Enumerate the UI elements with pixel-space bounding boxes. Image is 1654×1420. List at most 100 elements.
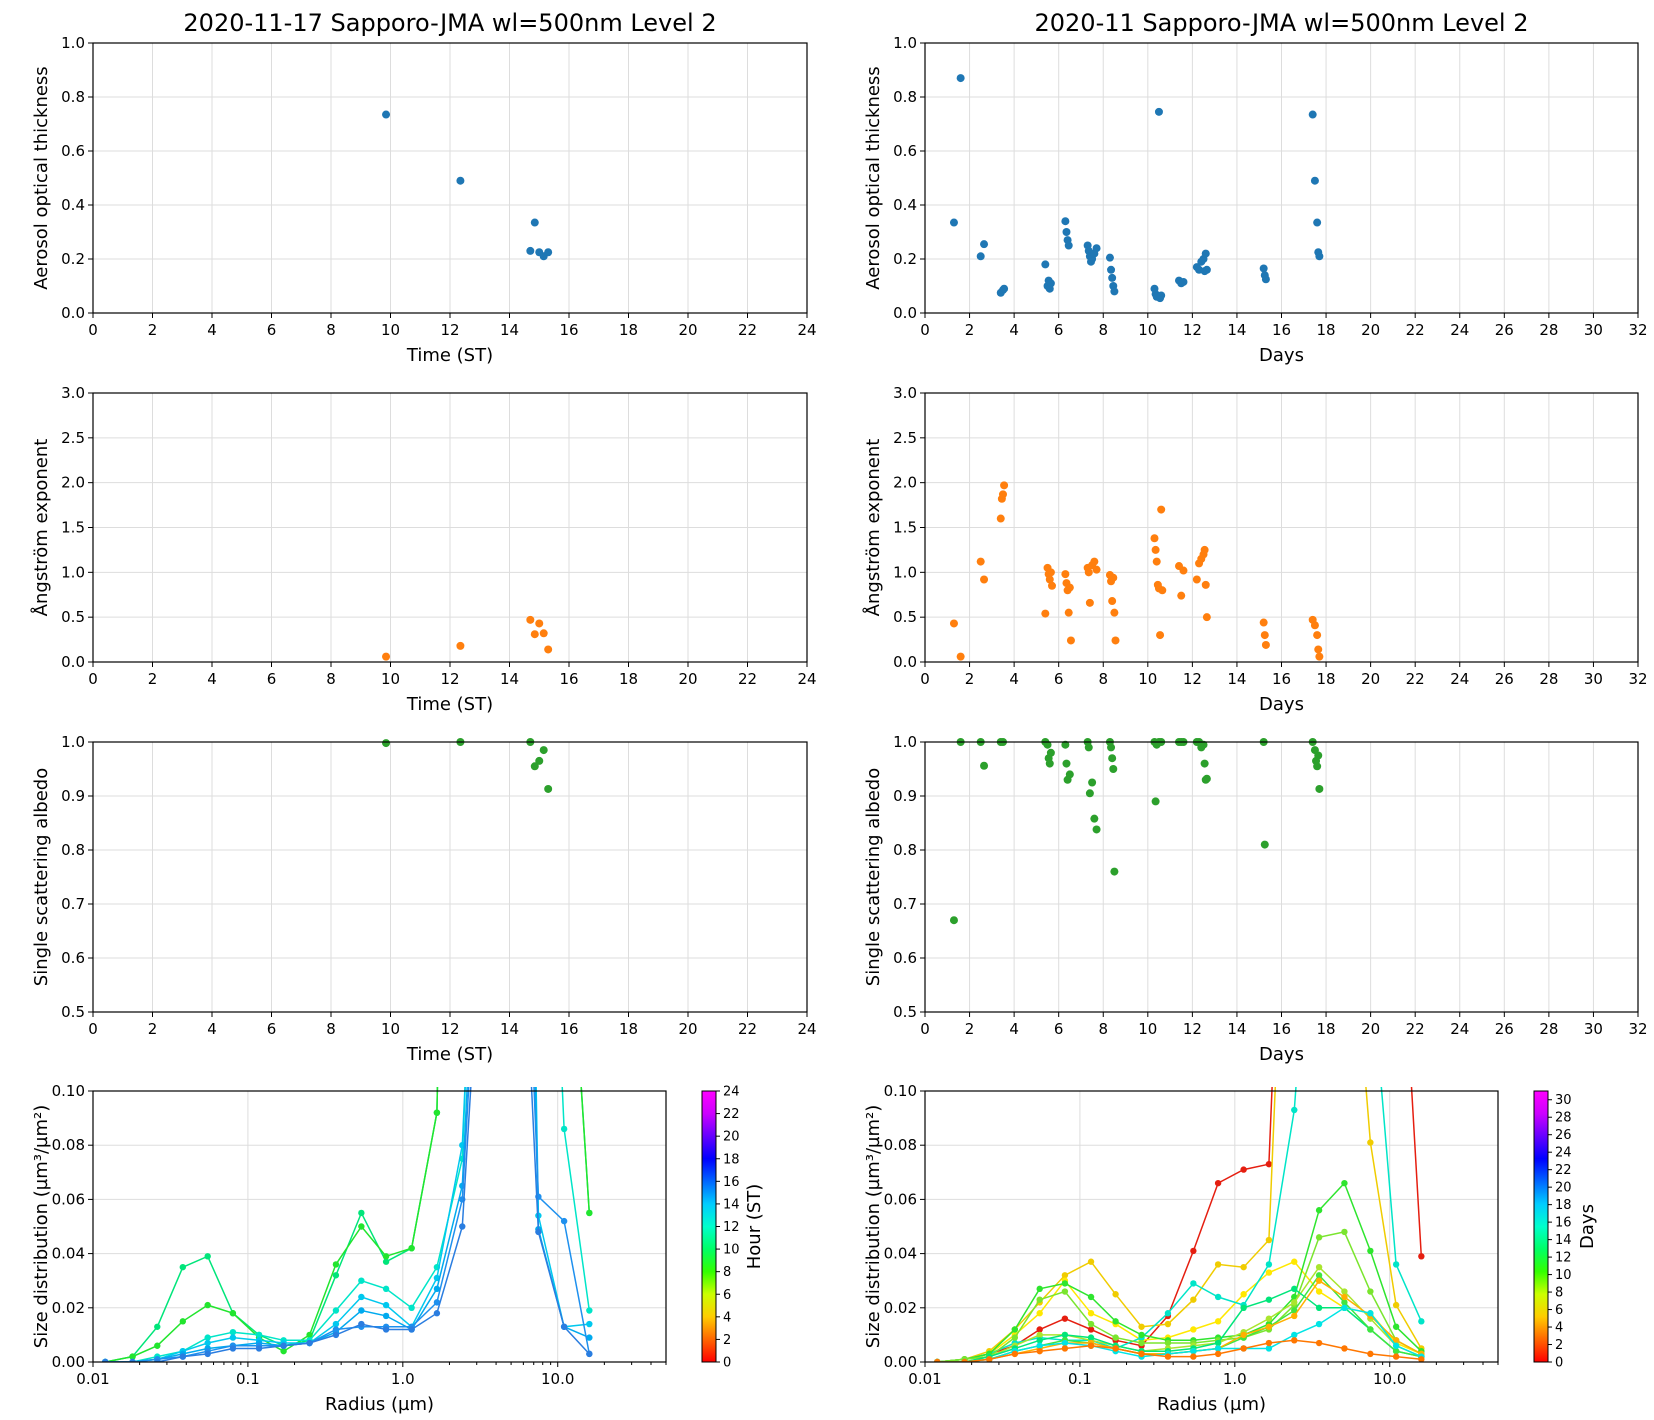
data-point bbox=[1214, 1261, 1222, 1268]
data-point bbox=[102, 1358, 109, 1362]
data-point bbox=[1260, 840, 1269, 849]
x-tick-label: 10 bbox=[381, 321, 400, 339]
colorbar-tick-label: 0 bbox=[1555, 1356, 1563, 1371]
colorbar-tick-label: 6 bbox=[1555, 1303, 1563, 1318]
y-tick-label: 0.04 bbox=[52, 1245, 85, 1263]
x-tick-label: 24 bbox=[797, 670, 816, 688]
data-point bbox=[154, 1358, 161, 1362]
data-point bbox=[586, 1350, 593, 1358]
data-point bbox=[1192, 575, 1201, 584]
x-axis-label: Days bbox=[1259, 1044, 1304, 1065]
data-point bbox=[535, 546, 541, 552]
data-point bbox=[956, 652, 965, 661]
x-tick-label: 0 bbox=[920, 321, 930, 339]
data-point bbox=[1265, 1160, 1273, 1168]
data-point bbox=[1111, 636, 1120, 645]
data-point bbox=[358, 1293, 365, 1301]
x-axis-label: Time (ST) bbox=[406, 694, 493, 715]
data-point bbox=[1109, 765, 1118, 773]
data-point bbox=[229, 1345, 237, 1352]
data-layer bbox=[382, 738, 553, 793]
data-point bbox=[332, 1307, 340, 1314]
data-point bbox=[179, 1263, 187, 1271]
colorbar-tick-label: 30 bbox=[1555, 1093, 1572, 1108]
x-tick-label: 16 bbox=[559, 321, 578, 339]
data-point bbox=[358, 1277, 365, 1284]
y-tick-label: 0.6 bbox=[893, 949, 917, 967]
data-point bbox=[1214, 1293, 1222, 1301]
data-point bbox=[1313, 631, 1322, 640]
data-point bbox=[1314, 751, 1323, 760]
y-tick-label: 1.0 bbox=[893, 733, 917, 751]
y-tick-label: 2.5 bbox=[61, 429, 85, 447]
x-tick-label: 12 bbox=[440, 321, 459, 339]
data-point bbox=[1158, 586, 1167, 595]
data-point bbox=[1315, 1277, 1323, 1284]
y-tick-label: 0.8 bbox=[893, 88, 917, 106]
data-point bbox=[1214, 1350, 1222, 1358]
data-point bbox=[1418, 1356, 1425, 1362]
data-point bbox=[1157, 291, 1166, 300]
data-point bbox=[998, 490, 1007, 499]
data-point bbox=[1392, 1337, 1400, 1344]
x-tick-label: 10 bbox=[1138, 1020, 1157, 1038]
x-tick-label: 8 bbox=[1098, 321, 1108, 339]
x-axis-label: Radius (µm) bbox=[1157, 1394, 1266, 1415]
data-point bbox=[1087, 1320, 1095, 1328]
y-tick-label: 1.0 bbox=[893, 34, 917, 52]
x-tick-label: 8 bbox=[1098, 670, 1108, 688]
x-tick-label: 24 bbox=[1450, 321, 1469, 339]
data-point bbox=[934, 1358, 941, 1362]
colorbar-tick-label: 24 bbox=[1555, 1146, 1572, 1161]
x-axis-label: Radius (µm) bbox=[325, 1394, 434, 1415]
y-tick-label: 0.5 bbox=[61, 608, 85, 626]
x-axis-label: Days bbox=[1259, 694, 1304, 715]
data-point bbox=[1164, 1320, 1172, 1328]
x-tick-label: 28 bbox=[1539, 670, 1558, 688]
x-tick-label: 22 bbox=[738, 1020, 757, 1038]
data-point bbox=[1046, 279, 1055, 288]
y-tick-label: 0.0 bbox=[893, 653, 917, 671]
series-line bbox=[105, 1087, 590, 1362]
data-point bbox=[1261, 640, 1270, 649]
data-point bbox=[1011, 1326, 1019, 1333]
series-line bbox=[937, 1307, 1422, 1362]
data-point bbox=[1087, 1258, 1095, 1265]
x-tick-label: 2 bbox=[965, 670, 975, 688]
data-point bbox=[976, 557, 985, 566]
data-point bbox=[996, 514, 1005, 523]
x-tick-label: 22 bbox=[738, 670, 757, 688]
data-point bbox=[535, 756, 544, 765]
data-point bbox=[1201, 249, 1210, 258]
data-point bbox=[1036, 1326, 1043, 1333]
x-tick-label: 22 bbox=[1406, 670, 1425, 688]
data-point bbox=[1315, 1263, 1323, 1271]
y-tick-label: 0.8 bbox=[61, 841, 85, 859]
x-tick-label: 1.0 bbox=[391, 1370, 415, 1388]
y-tick-label: 0.08 bbox=[884, 1136, 917, 1154]
x-tick-label: 4 bbox=[207, 1020, 217, 1038]
x-tick-label: 20 bbox=[1361, 1020, 1380, 1038]
data-point bbox=[1291, 546, 1297, 552]
data-point bbox=[1036, 1342, 1043, 1349]
y-tick-label: 0.2 bbox=[893, 250, 917, 268]
data-point bbox=[382, 1258, 390, 1265]
x-tick-label: 22 bbox=[1406, 321, 1425, 339]
data-point bbox=[1315, 1288, 1323, 1295]
data-point bbox=[1045, 575, 1054, 584]
y-tick-label: 2.0 bbox=[61, 474, 85, 492]
data-point bbox=[332, 1320, 340, 1328]
data-point bbox=[1200, 545, 1209, 554]
x-tick-label: 0 bbox=[88, 670, 98, 688]
x-tick-label: 12 bbox=[1183, 1020, 1202, 1038]
data-point bbox=[544, 784, 553, 793]
data-point bbox=[1088, 778, 1097, 787]
y-axis-label: Ångström exponent bbox=[862, 439, 884, 617]
data-point bbox=[1107, 743, 1116, 752]
data-point bbox=[1092, 825, 1101, 834]
data-point bbox=[1048, 581, 1057, 590]
colorbar-tick-label: 4 bbox=[723, 1310, 731, 1325]
x-tick-label: 8 bbox=[326, 1020, 336, 1038]
data-point bbox=[382, 1253, 390, 1260]
x-tick-label: 20 bbox=[678, 670, 697, 688]
